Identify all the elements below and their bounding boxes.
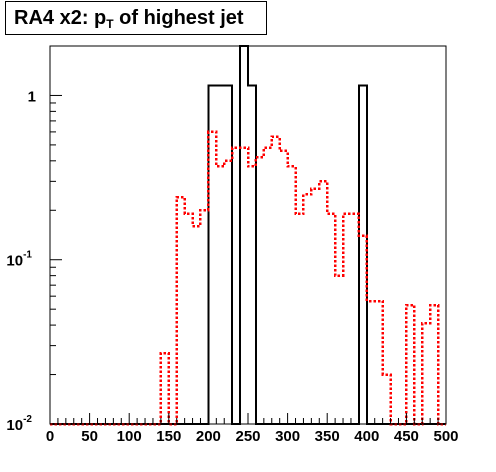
title-main: RA4 x2: p <box>14 7 107 29</box>
y-tick-label: 10-2 <box>6 414 32 434</box>
x-tick-label: 0 <box>46 428 54 445</box>
y-tick-label: 1 <box>28 88 36 105</box>
title-rest: of highest jet <box>113 7 244 29</box>
x-tick-label: 200 <box>196 428 221 445</box>
x-tick-label: 300 <box>275 428 300 445</box>
y-tick-label: 10-1 <box>6 250 32 270</box>
x-tick-label: 400 <box>354 428 379 445</box>
x-tick-label: 250 <box>235 428 260 445</box>
x-tick-label: 500 <box>433 428 458 445</box>
plot-frame <box>49 45 447 425</box>
chart-title: RA4 x2: pT of highest jet <box>5 1 267 35</box>
histogram-series-1 <box>50 130 446 426</box>
x-tick-label: 100 <box>117 428 142 445</box>
x-tick-label: 350 <box>315 428 340 445</box>
x-tick-label: 50 <box>81 428 98 445</box>
x-tick-label: 450 <box>394 428 419 445</box>
histogram-series-0 <box>50 45 446 425</box>
title-subscript: T <box>106 17 114 31</box>
x-tick-label: 150 <box>156 428 181 445</box>
